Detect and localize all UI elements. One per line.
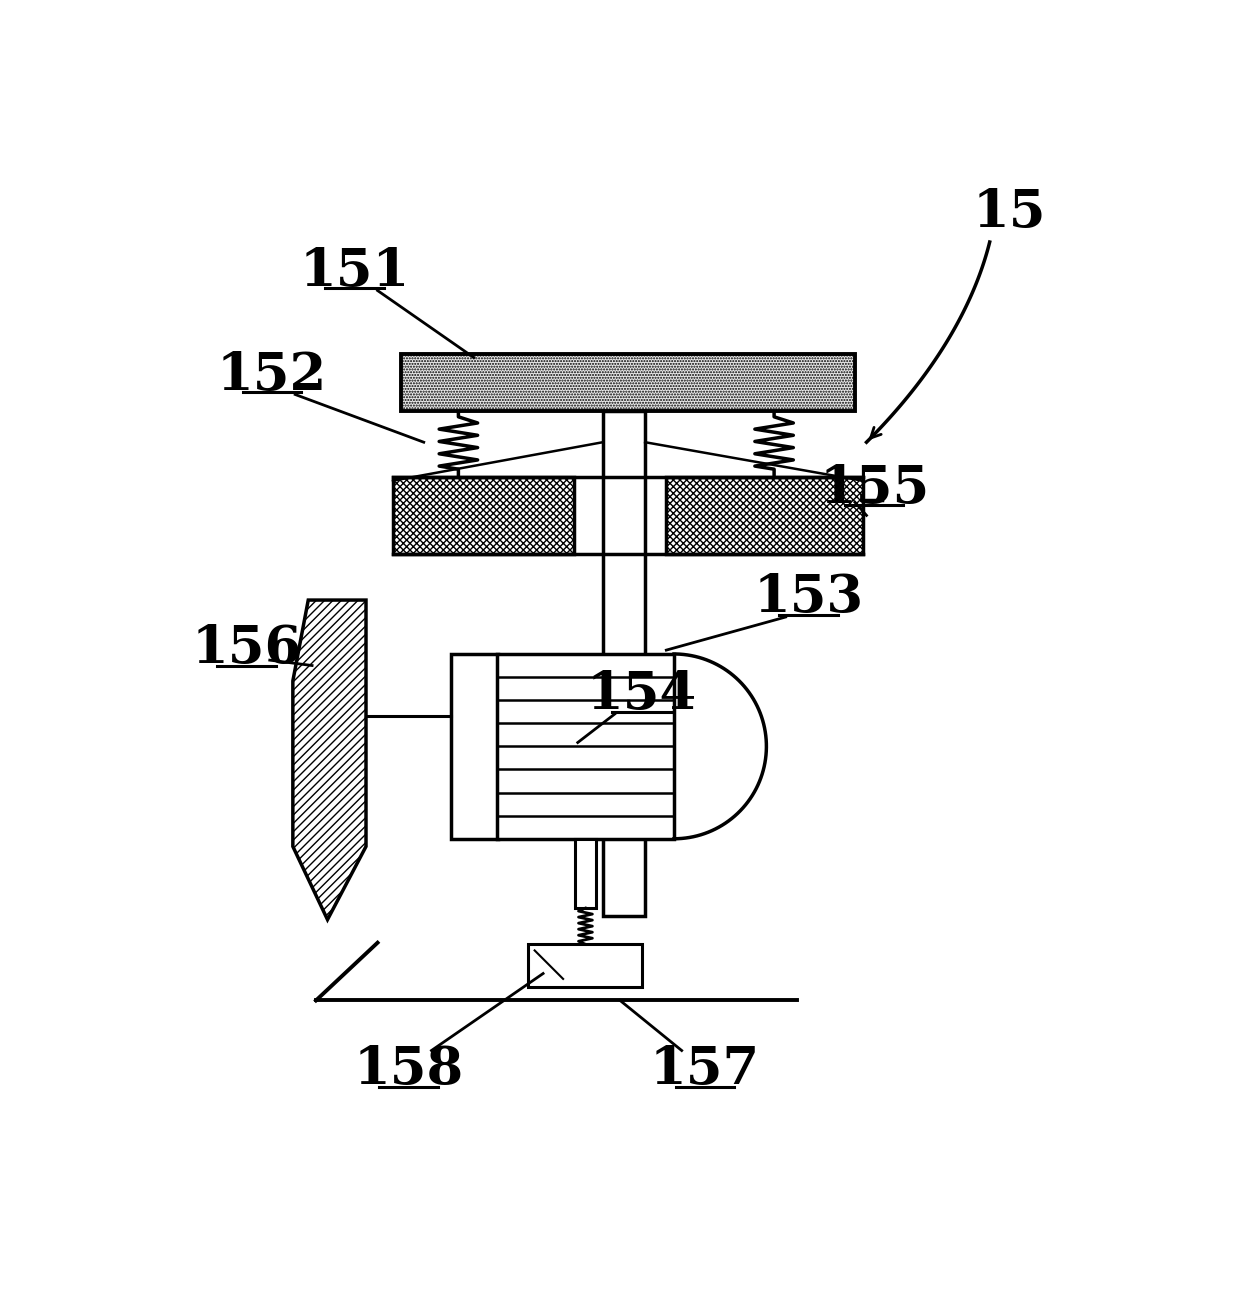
Text: 156: 156 <box>191 623 301 674</box>
Bar <box>497 654 675 839</box>
Text: 15: 15 <box>972 187 1045 239</box>
Text: 155: 155 <box>820 463 929 514</box>
Bar <box>393 477 574 553</box>
Text: 152: 152 <box>217 350 327 401</box>
Bar <box>401 354 854 412</box>
Text: 158: 158 <box>353 1045 464 1095</box>
Text: 154: 154 <box>587 670 697 720</box>
Text: 153: 153 <box>754 573 864 623</box>
Bar <box>574 839 596 909</box>
Bar <box>666 477 863 553</box>
Text: 157: 157 <box>650 1045 760 1095</box>
Bar <box>528 944 642 987</box>
Polygon shape <box>293 600 366 919</box>
Text: 151: 151 <box>299 245 409 296</box>
Bar <box>603 412 645 916</box>
Bar <box>450 654 498 839</box>
